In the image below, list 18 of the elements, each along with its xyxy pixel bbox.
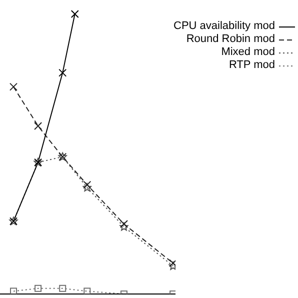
- point: [58, 68, 67, 77]
- point: [70, 10, 79, 18]
- point: [10, 288, 17, 294]
- legend-label: Mixed mod: [221, 46, 275, 59]
- point: [83, 180, 92, 189]
- legend-label: Round Robin mod: [186, 33, 275, 46]
- legend-label: CPU availability mod: [174, 20, 275, 33]
- point: [82, 183, 92, 192]
- point: [169, 259, 176, 268]
- point: [84, 288, 91, 294]
- legend-label: RTP mod: [228, 59, 275, 72]
- point: [120, 220, 128, 228]
- point: [120, 222, 128, 231]
- point: [34, 122, 42, 130]
- point: [10, 82, 18, 91]
- point: [34, 284, 42, 292]
- point: [168, 262, 176, 270]
- point: [59, 284, 66, 292]
